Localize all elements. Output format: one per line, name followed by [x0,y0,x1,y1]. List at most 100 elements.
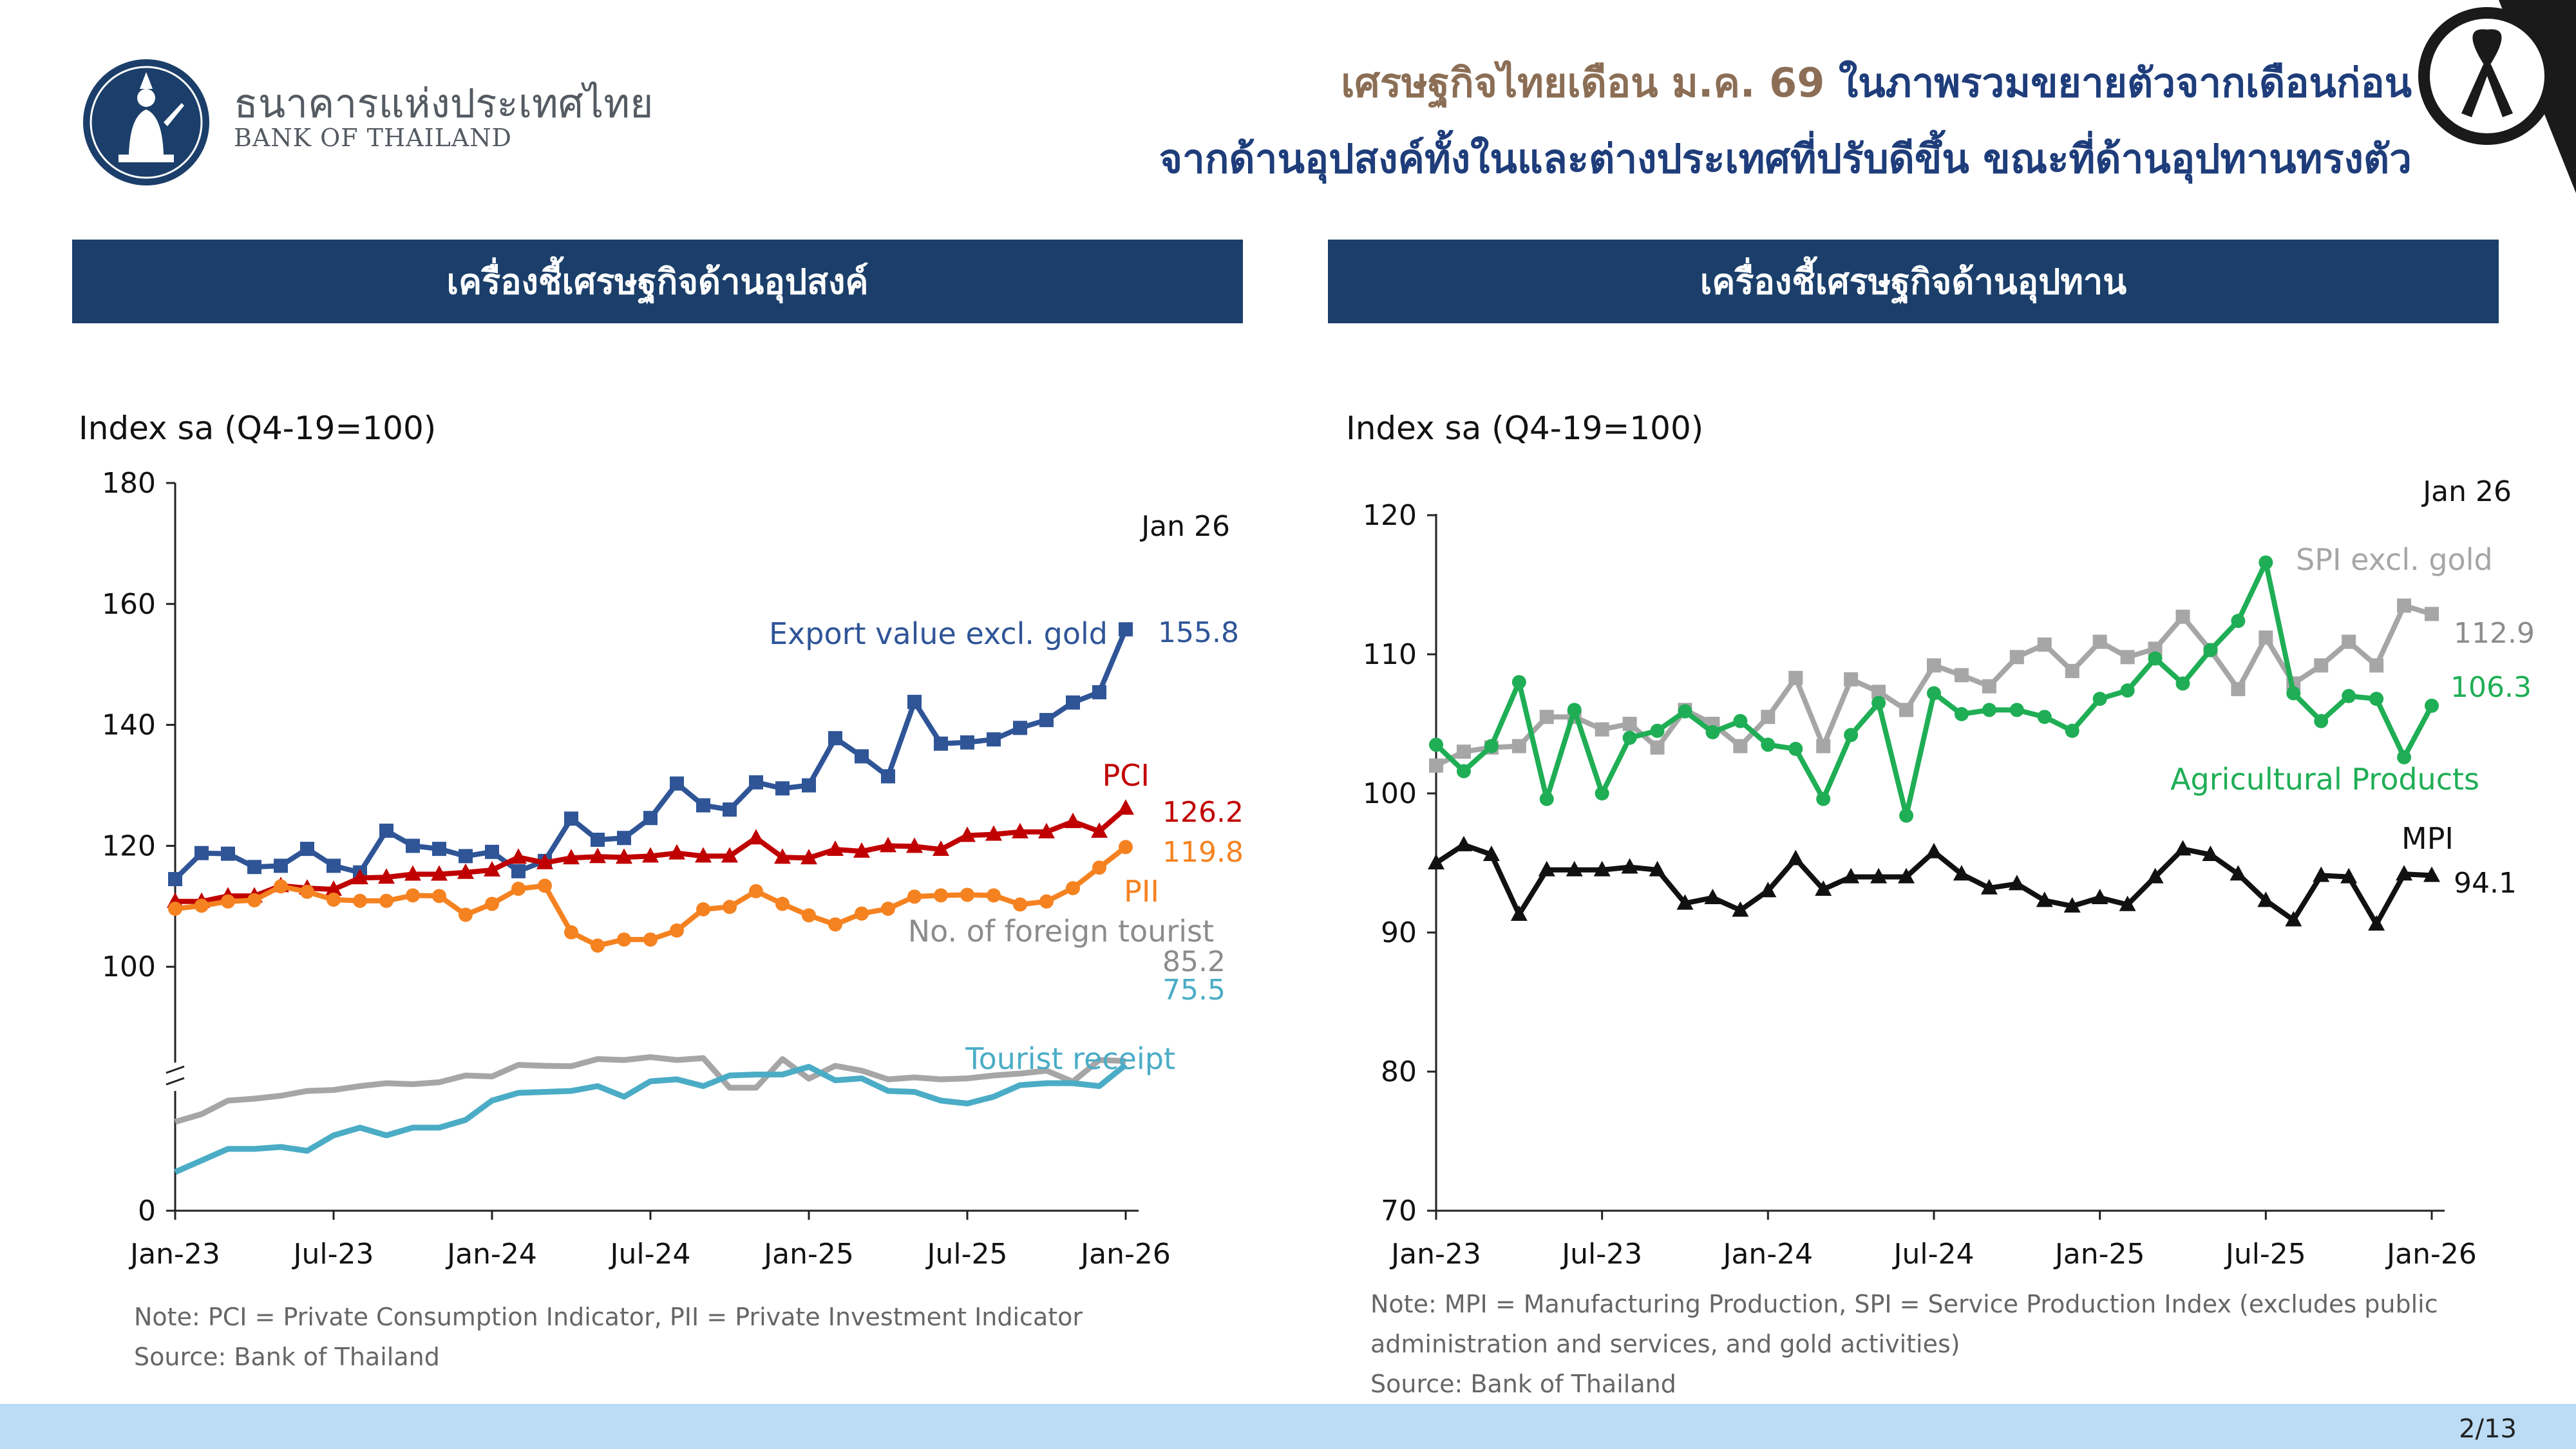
export-value-excl-gold-last-value-label: 155.8 [1158,616,1239,649]
tourist-receipt-series-line [174,1062,1128,1175]
mpi-data-point [2285,911,2302,927]
latest-period-label: Jan 26 [1139,510,1230,543]
export-value-excl-gold-series-line [173,628,1128,881]
export-value-excl-gold-data-point [881,769,895,784]
pii-data-point [617,932,631,947]
spi-excl-gold-data-point [2092,634,2107,649]
y-tick-label: 180 [102,467,156,500]
spi-excl-gold-data-point [1622,717,1637,731]
agricultural-products-data-point [1429,737,1443,752]
agricultural-products-legend-label: Agricultural Products [2170,762,2479,797]
pii-data-point [934,888,948,903]
agricultural-products-data-point [2037,710,2052,724]
spi-excl-gold-data-point [1733,739,1748,753]
agricultural-products-data-point [2259,555,2273,570]
x-tick-label: Jul-23 [292,1238,374,1271]
pci-data-point [800,849,817,865]
pii-data-point [670,923,684,938]
mpi-data-point [1842,867,1860,884]
agricultural-products-data-point [1844,728,1859,743]
agricultural-products-data-point [2425,698,2439,713]
pii-data-point [459,907,473,922]
agricultural-products-data-point [2369,692,2384,706]
y-tick-label: 80 [1381,1056,1417,1088]
pii-data-point [247,893,261,907]
y-tick-label: 70 [1381,1195,1417,1227]
tourist-receipt-last-value-label: 75.5 [1162,974,1226,1007]
pci-data-point [352,869,368,885]
agricultural-products-data-point [1539,791,1554,806]
agricultural-products-data-point [1927,686,1941,701]
pci-data-point [853,842,870,858]
pci-data-point [695,847,712,863]
export-value-excl-gold-legend-label: Export value excl. gold [769,616,1108,651]
spi-excl-gold-data-point [2175,609,2190,624]
export-value-excl-gold-data-point [511,864,526,878]
x-tick-label: Jan-26 [2385,1238,2477,1271]
export-value-excl-gold-data-point [194,846,209,860]
spi-excl-gold-data-point [2397,598,2412,613]
export-value-excl-gold-data-point [221,846,235,861]
page-number: 2/13 [2459,1414,2517,1444]
pci-data-point [1012,822,1028,838]
pci-data-point [1038,822,1055,838]
spi-excl-gold-data-point [1871,685,1886,699]
demand-indicators-chart: Index sa (Q4-19=100) 0 100 120 140 160 180 Jan-… [79,410,1244,1271]
pci-data-point [880,837,896,853]
pci-data-point [774,848,791,864]
spi-excl-gold-data-point [2259,630,2273,645]
spi-excl-gold-data-point [2065,663,2079,678]
agricultural-products-data-point [2120,683,2135,698]
export-value-excl-gold-data-point [564,811,578,826]
export-value-excl-gold-data-point [696,798,710,813]
pii-data-point [300,884,314,899]
mpi-data-point [2396,865,2413,881]
y-tick-label: 160 [102,588,156,621]
pci-data-point [985,825,1002,841]
export-value-excl-gold-data-point [591,833,605,848]
pii-data-point [1092,860,1106,875]
demand-source: Source: Bank of Thailand [134,1343,440,1371]
pii-data-point [221,894,235,909]
agricultural-products-data-point [1484,739,1499,753]
mpi-data-point [1759,882,1777,898]
pii-data-point [485,896,499,911]
y-tick-label: 0 [138,1195,156,1227]
pii-data-point [168,902,182,916]
mpi-data-point [1455,835,1472,851]
headline-line-1: เศรษฐกิจไทยเดือน ม.ค. 69 ในภาพรวมขยายตัว… [1341,52,2412,115]
demand-note: Note: PCI = Private Consumption Indicato… [134,1297,1083,1377]
mpi-data-point [1428,854,1444,869]
pci-data-point [959,826,976,842]
spi-excl-gold-data-point [1899,703,1914,717]
pii-data-point [643,932,658,947]
export-value-excl-gold-data-point [1066,695,1080,710]
supply-source: Source: Bank of Thailand [1370,1370,1676,1398]
agricultural-products-data-point [2203,643,2218,658]
y-tick-label: 100 [1363,777,1417,810]
export-value-excl-gold-data-point [855,749,869,764]
pii-data-point [749,884,763,898]
x-tick-label: Jul-23 [1560,1238,1642,1271]
x-tick-label: Jan-23 [1389,1238,1481,1271]
spi-excl-gold-data-point [1982,679,1996,694]
x-tick-label: Jan-24 [1721,1238,1813,1271]
mpi-legend-label: MPI [2401,821,2454,856]
headline-rest: ในภาพรวมขยายตัวจากเดือนก่อน [1838,59,2412,106]
supply-note: Note: MPI = Manufacturing Production, SP… [1370,1284,2438,1404]
pci-data-point [325,880,342,896]
x-tick-label: Jan-24 [445,1238,537,1271]
agricultural-products-data-point [1511,675,1526,690]
export-value-excl-gold-data-point [775,781,790,796]
agricultural-products-data-point [2231,614,2246,629]
mpi-last-value-label: 94.1 [2454,867,2517,900]
supply-indicators-chart: Index sa (Q4-19=100) 70 80 90 100 110 120 Jan-2… [1346,410,2535,1271]
agricultural-products-data-point [2175,676,2190,691]
pii-data-point [538,878,552,893]
pii-data-point [274,879,288,894]
mpi-data-point [1732,901,1749,917]
export-value-excl-gold-data-point [432,842,446,857]
y-tick-label: 90 [1381,916,1417,949]
spi-excl-gold-data-point [1650,740,1665,755]
supply-note-text-2: administration and services, and gold ac… [1370,1330,1960,1358]
